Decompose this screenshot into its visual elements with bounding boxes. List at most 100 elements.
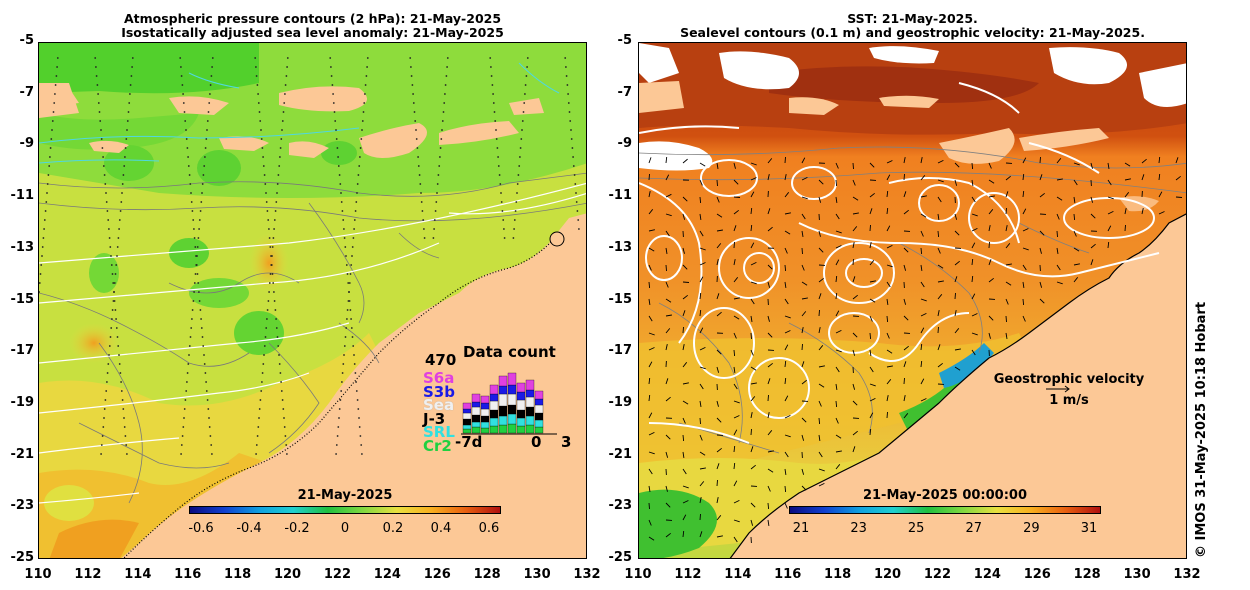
along-track-dot xyxy=(356,399,359,401)
velocity-arrow xyxy=(767,332,773,338)
sst-map[interactable]: Geostrophic velocity 1 m/s 21-May-2025 0… xyxy=(638,42,1187,559)
velocity-arrow xyxy=(733,400,740,404)
velocity-arrow xyxy=(784,344,789,351)
velocity-arrow xyxy=(784,264,787,272)
along-track-dot xyxy=(519,147,522,149)
along-track-dot xyxy=(417,165,420,167)
y-tick-label: -5 xyxy=(617,33,632,48)
velocity-arrow xyxy=(920,175,926,181)
velocity-arrow xyxy=(835,196,838,203)
along-track-dot xyxy=(196,255,198,257)
along-track-dot xyxy=(359,156,361,158)
histogram-bar-segment xyxy=(498,385,508,395)
along-track-dot xyxy=(106,210,109,212)
velocity-arrow xyxy=(801,434,805,441)
along-track-dot xyxy=(278,165,281,167)
along-track-dot xyxy=(97,93,99,95)
satellite-label-s6a: S6a xyxy=(423,369,455,387)
along-track-dot xyxy=(41,246,44,248)
along-track-dot xyxy=(423,237,426,239)
along-track-dot xyxy=(259,120,262,122)
along-track-dot xyxy=(492,102,495,104)
velocity-arrow xyxy=(869,224,871,232)
along-track-dot xyxy=(343,237,346,239)
along-track-dot xyxy=(273,291,275,293)
histogram-bar-segment xyxy=(480,408,490,417)
velocity-arrow xyxy=(750,281,757,285)
along-track-dot xyxy=(193,291,196,293)
velocity-arrow xyxy=(835,349,842,353)
along-track-dot xyxy=(122,174,125,176)
histogram-bar-segment xyxy=(516,409,526,419)
velocity-arrow xyxy=(869,366,874,373)
along-track-dot xyxy=(439,156,441,158)
velocity-arrow xyxy=(784,330,791,334)
x-tick-label: 110 xyxy=(24,567,52,582)
along-track-dot xyxy=(263,354,265,356)
velocity-arrow xyxy=(665,230,670,237)
data-count-x-zero: 0 xyxy=(531,433,542,451)
velocity-arrow xyxy=(733,332,737,339)
sea-level-anomaly-map[interactable]: Data count 470 S6a S3b Sea J-3 SRL Cr2 -7d 0 … xyxy=(38,42,587,559)
velocity-arrow xyxy=(1158,191,1163,198)
along-track-dot xyxy=(211,66,214,68)
colorbar-tick-label: 27 xyxy=(965,521,983,536)
along-track-dot xyxy=(129,93,131,95)
velocity-arrow xyxy=(1022,173,1025,181)
velocity-arrow xyxy=(903,377,905,385)
along-track-dot xyxy=(209,84,212,86)
velocity-arrow xyxy=(716,535,723,538)
velocity-arrow xyxy=(784,360,787,368)
along-track-dot xyxy=(203,165,206,167)
velocity-arrow xyxy=(954,260,960,266)
along-track-dot xyxy=(49,156,51,158)
along-track-dot xyxy=(524,84,527,86)
velocity-arrow xyxy=(852,446,856,453)
along-track-dot xyxy=(196,273,199,275)
along-track-dot xyxy=(572,156,574,158)
along-track-dot xyxy=(276,192,278,194)
data-count-max: 470 xyxy=(425,351,457,369)
along-track-dot xyxy=(341,372,344,374)
velocity-arrow xyxy=(937,247,941,254)
histogram-bar-segment xyxy=(462,418,472,426)
along-track-dot xyxy=(503,228,505,230)
velocity-arrow xyxy=(920,247,923,255)
along-track-dot xyxy=(201,192,203,194)
along-track-dot xyxy=(101,147,104,149)
along-track-dot xyxy=(191,309,194,311)
velocity-arrow xyxy=(886,244,893,249)
velocity-arrow xyxy=(767,450,774,453)
along-track-dot xyxy=(495,138,498,140)
velocity-arrow xyxy=(699,327,704,334)
velocity-arrow xyxy=(1107,241,1110,249)
along-track-dot xyxy=(125,444,128,446)
along-track-dot xyxy=(567,102,570,104)
y-tick-label: -13 xyxy=(608,239,633,255)
velocity-arrow xyxy=(1022,298,1025,306)
along-track-dot xyxy=(344,246,347,248)
velocity-arrow xyxy=(1107,196,1114,200)
velocity-arrow xyxy=(1039,174,1043,181)
velocity-arrow xyxy=(801,327,804,334)
histogram-bar-segment xyxy=(525,415,535,426)
along-track-dot xyxy=(273,219,276,221)
velocity-arrow xyxy=(988,162,992,169)
velocity-arrow xyxy=(1056,281,1063,285)
along-track-dot xyxy=(196,246,199,248)
velocity-arrow xyxy=(750,261,757,266)
velocity-arrow xyxy=(716,479,718,487)
along-track-dot xyxy=(490,75,493,77)
along-track-dot xyxy=(513,228,515,230)
velocity-arrow xyxy=(784,315,791,319)
histogram-bar-segment xyxy=(516,399,526,411)
along-track-dot xyxy=(188,345,191,347)
along-track-dot xyxy=(361,129,363,131)
velocity-arrow xyxy=(818,383,825,388)
velocity-arrow xyxy=(1005,243,1011,249)
along-track-dot xyxy=(205,138,208,140)
velocity-arrow xyxy=(665,451,669,458)
velocity-arrow xyxy=(716,196,720,203)
velocity-arrow xyxy=(886,349,893,354)
along-track-dot xyxy=(348,291,350,293)
